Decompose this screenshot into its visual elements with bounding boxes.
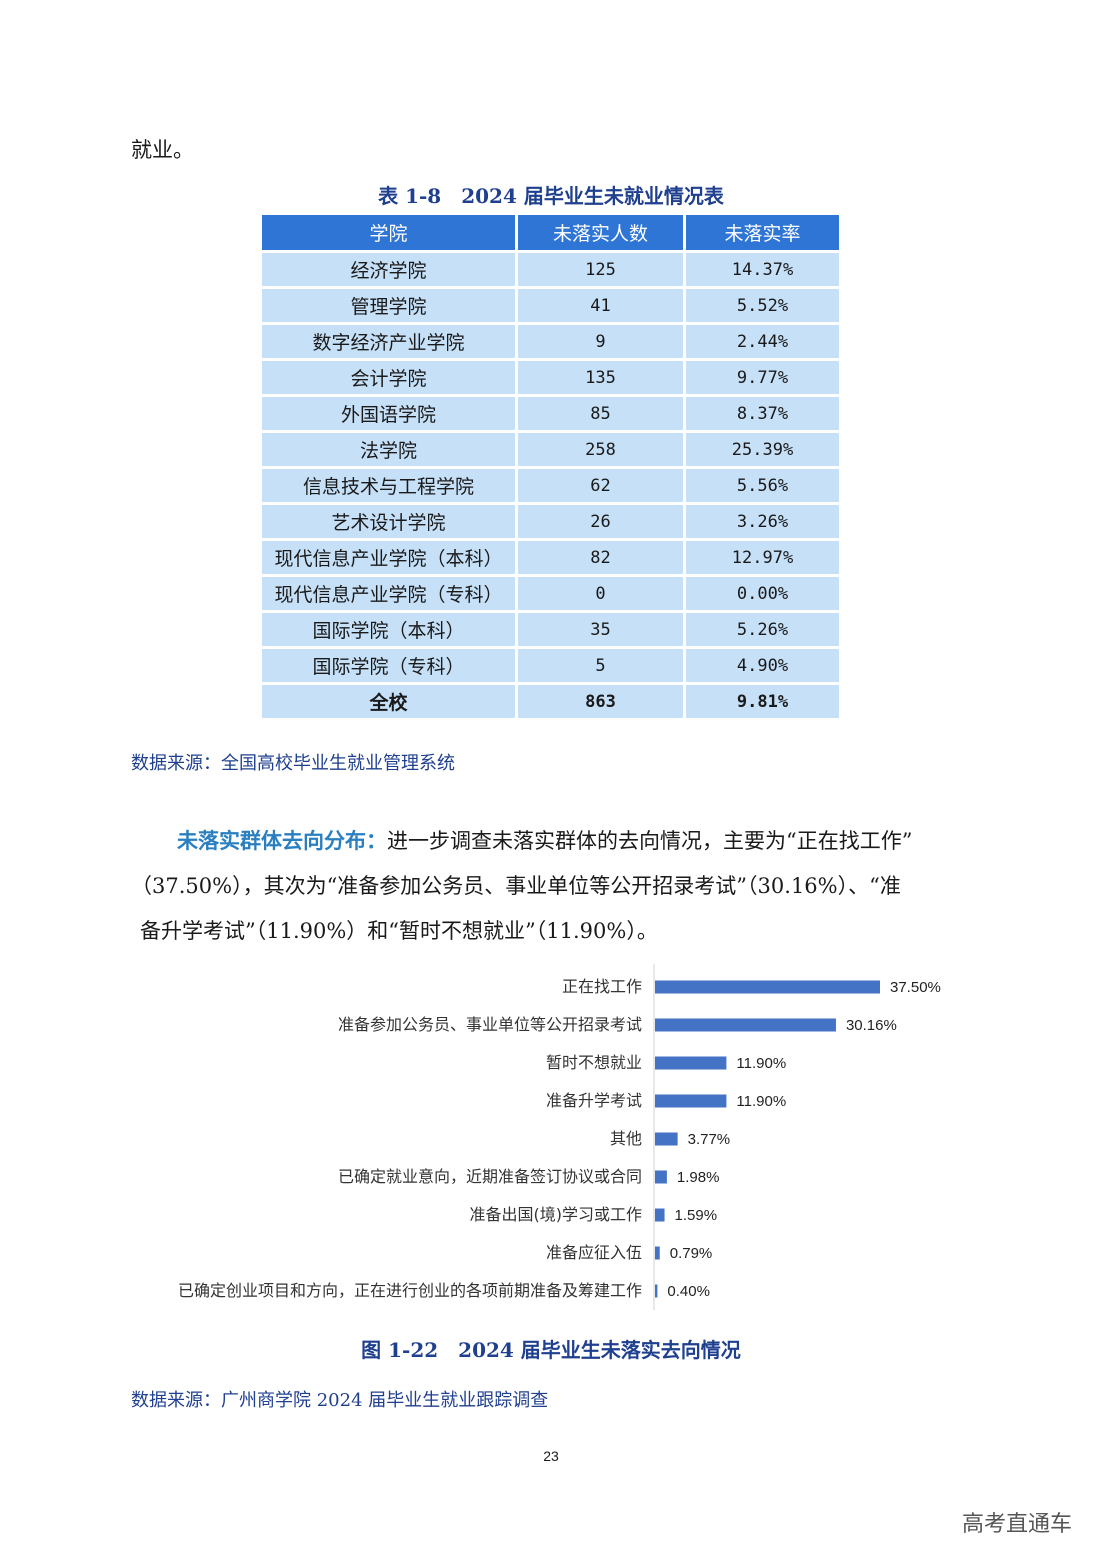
figure-source: 数据来源：广州商学院 2024 届毕业生就业跟踪调查 (131, 1390, 549, 1411)
paragraph-line-1: 进一步调查未落实群体的去向情况，主要为“正在找工作” (387, 829, 913, 853)
bar-value-label: 0.79% (670, 1245, 713, 1262)
table-row: 现代信息产业学院（本科） 82 12.97% (262, 541, 839, 574)
cell-college: 全校 (262, 685, 515, 718)
cell-rate: 9.81% (686, 685, 839, 718)
bar (655, 1246, 660, 1260)
cell-count: 863 (518, 685, 683, 718)
cell-count: 9 (518, 325, 683, 358)
header-college: 学院 (262, 215, 515, 250)
bar-category-label: 正在找工作 (562, 977, 642, 996)
cell-count: 125 (518, 253, 683, 286)
table-title: 表 1-8 2024 届毕业生未就业情况表 (378, 184, 724, 208)
cell-count: 35 (518, 613, 683, 646)
cell-rate: 12.97% (686, 541, 839, 574)
cell-college: 数字经济产业学院 (262, 325, 515, 358)
table-row: 现代信息产业学院（专科） 0 0.00% (262, 577, 839, 610)
cell-rate: 25.39% (686, 433, 839, 466)
cell-college: 现代信息产业学院（本科） (262, 541, 515, 574)
bar (655, 1056, 727, 1070)
cell-rate: 0.00% (686, 577, 839, 610)
lead-text: 就业。 (131, 138, 194, 162)
table-row: 国际学院（本科） 35 5.26% (262, 613, 839, 646)
bar-category-label: 准备出国(境)学习或工作 (470, 1205, 643, 1224)
table-row: 艺术设计学院 26 3.26% (262, 505, 839, 538)
watermark: 高考直通车 (962, 1512, 1073, 1537)
bar-value-label: 11.90% (736, 1055, 786, 1072)
page-number: 23 (543, 1448, 559, 1464)
cell-rate: 2.44% (686, 325, 839, 358)
table-row: 数字经济产业学院 9 2.44% (262, 325, 839, 358)
cell-count: 85 (518, 397, 683, 430)
bar-value-label: 1.59% (675, 1207, 718, 1224)
cell-college: 管理学院 (262, 289, 515, 322)
cell-college: 现代信息产业学院（专科） (262, 577, 515, 610)
cell-count: 258 (518, 433, 683, 466)
bar (655, 1170, 667, 1184)
unemployment-table: 学院 未落实人数 未落实率 经济学院 125 14.37% 管理学院 41 5.52% 数字… (259, 212, 842, 721)
cell-rate: 8.37% (686, 397, 839, 430)
cell-count: 62 (518, 469, 683, 502)
header-count: 未落实人数 (518, 215, 683, 250)
bar-category-label: 准备应征入伍 (546, 1243, 642, 1262)
cell-count: 0 (518, 577, 683, 610)
cell-college: 会计学院 (262, 361, 515, 394)
table-row: 经济学院 125 14.37% (262, 253, 839, 286)
bar (655, 1284, 658, 1298)
cell-college: 艺术设计学院 (262, 505, 515, 538)
cell-rate: 5.56% (686, 469, 839, 502)
bar (655, 980, 880, 994)
cell-college: 国际学院（本科） (262, 613, 515, 646)
bar-value-label: 37.50% (890, 979, 941, 996)
bar (655, 1094, 727, 1108)
cell-rate: 5.52% (686, 289, 839, 322)
table-row: 会计学院 135 9.77% (262, 361, 839, 394)
cell-college: 法学院 (262, 433, 515, 466)
table-header-row: 学院 未落实人数 未落实率 (262, 215, 839, 250)
bar-value-label: 0.40% (667, 1283, 710, 1300)
table-row: 国际学院（专科） 5 4.90% (262, 649, 839, 682)
table-row: 外国语学院 85 8.37% (262, 397, 839, 430)
header-rate: 未落实率 (686, 215, 839, 250)
cell-rate: 9.77% (686, 361, 839, 394)
bar (655, 1018, 836, 1032)
bar-category-label: 已确定就业意向，近期准备签订协议或合同 (338, 1167, 642, 1186)
bar-value-label: 30.16% (846, 1017, 897, 1034)
analysis-paragraph: 未落实群体去向分布：进一步调查未落实群体的去向情况，主要为“正在找工作” （37… (131, 818, 971, 954)
figure-title: 图 1-22 2024 届毕业生未落实去向情况 (361, 1338, 741, 1362)
cell-college: 国际学院（专科） (262, 649, 515, 682)
table-row: 法学院 258 25.39% (262, 433, 839, 466)
paragraph-line-2: （37.50%），其次为“准备参加公务员、事业单位等公开招录考试”（30.16%… (131, 874, 901, 898)
cell-count: 26 (518, 505, 683, 538)
table-source: 数据来源：全国高校毕业生就业管理系统 (131, 753, 455, 774)
table-row: 管理学院 41 5.52% (262, 289, 839, 322)
bar-category-label: 已确定创业项目和方向，正在进行创业的各项前期准备及筹建工作 (178, 1281, 642, 1300)
bar-category-label: 准备升学考试 (546, 1091, 642, 1110)
bar (655, 1132, 678, 1146)
paragraph-line-3: 备升学考试”（11.90%）和“暂时不想就业”（11.90%）。 (140, 919, 658, 943)
cell-college: 信息技术与工程学院 (262, 469, 515, 502)
cell-count: 82 (518, 541, 683, 574)
cell-rate: 14.37% (686, 253, 839, 286)
cell-rate: 5.26% (686, 613, 839, 646)
cell-college: 经济学院 (262, 253, 515, 286)
table-row: 信息技术与工程学院 62 5.56% (262, 469, 839, 502)
bar (655, 1208, 665, 1222)
bar-value-label: 3.77% (688, 1131, 731, 1148)
paragraph-title: 未落实群体去向分布： (177, 828, 387, 853)
cell-count: 41 (518, 289, 683, 322)
table-total-row: 全校 863 9.81% (262, 685, 839, 718)
bar-value-label: 1.98% (677, 1169, 720, 1186)
cell-count: 135 (518, 361, 683, 394)
cell-rate: 3.26% (686, 505, 839, 538)
bar-value-label: 11.90% (736, 1093, 786, 1110)
destination-bar-chart: 正在找工作 37.50% 准备参加公务员、事业单位等公开招录考试 30.16% 暂时不想… (178, 964, 941, 1310)
cell-rate: 4.90% (686, 649, 839, 682)
bar-category-label: 准备参加公务员、事业单位等公开招录考试 (338, 1015, 642, 1034)
bar-category-label: 暂时不想就业 (546, 1053, 642, 1072)
bar-category-label: 其他 (610, 1129, 642, 1148)
cell-count: 5 (518, 649, 683, 682)
cell-college: 外国语学院 (262, 397, 515, 430)
